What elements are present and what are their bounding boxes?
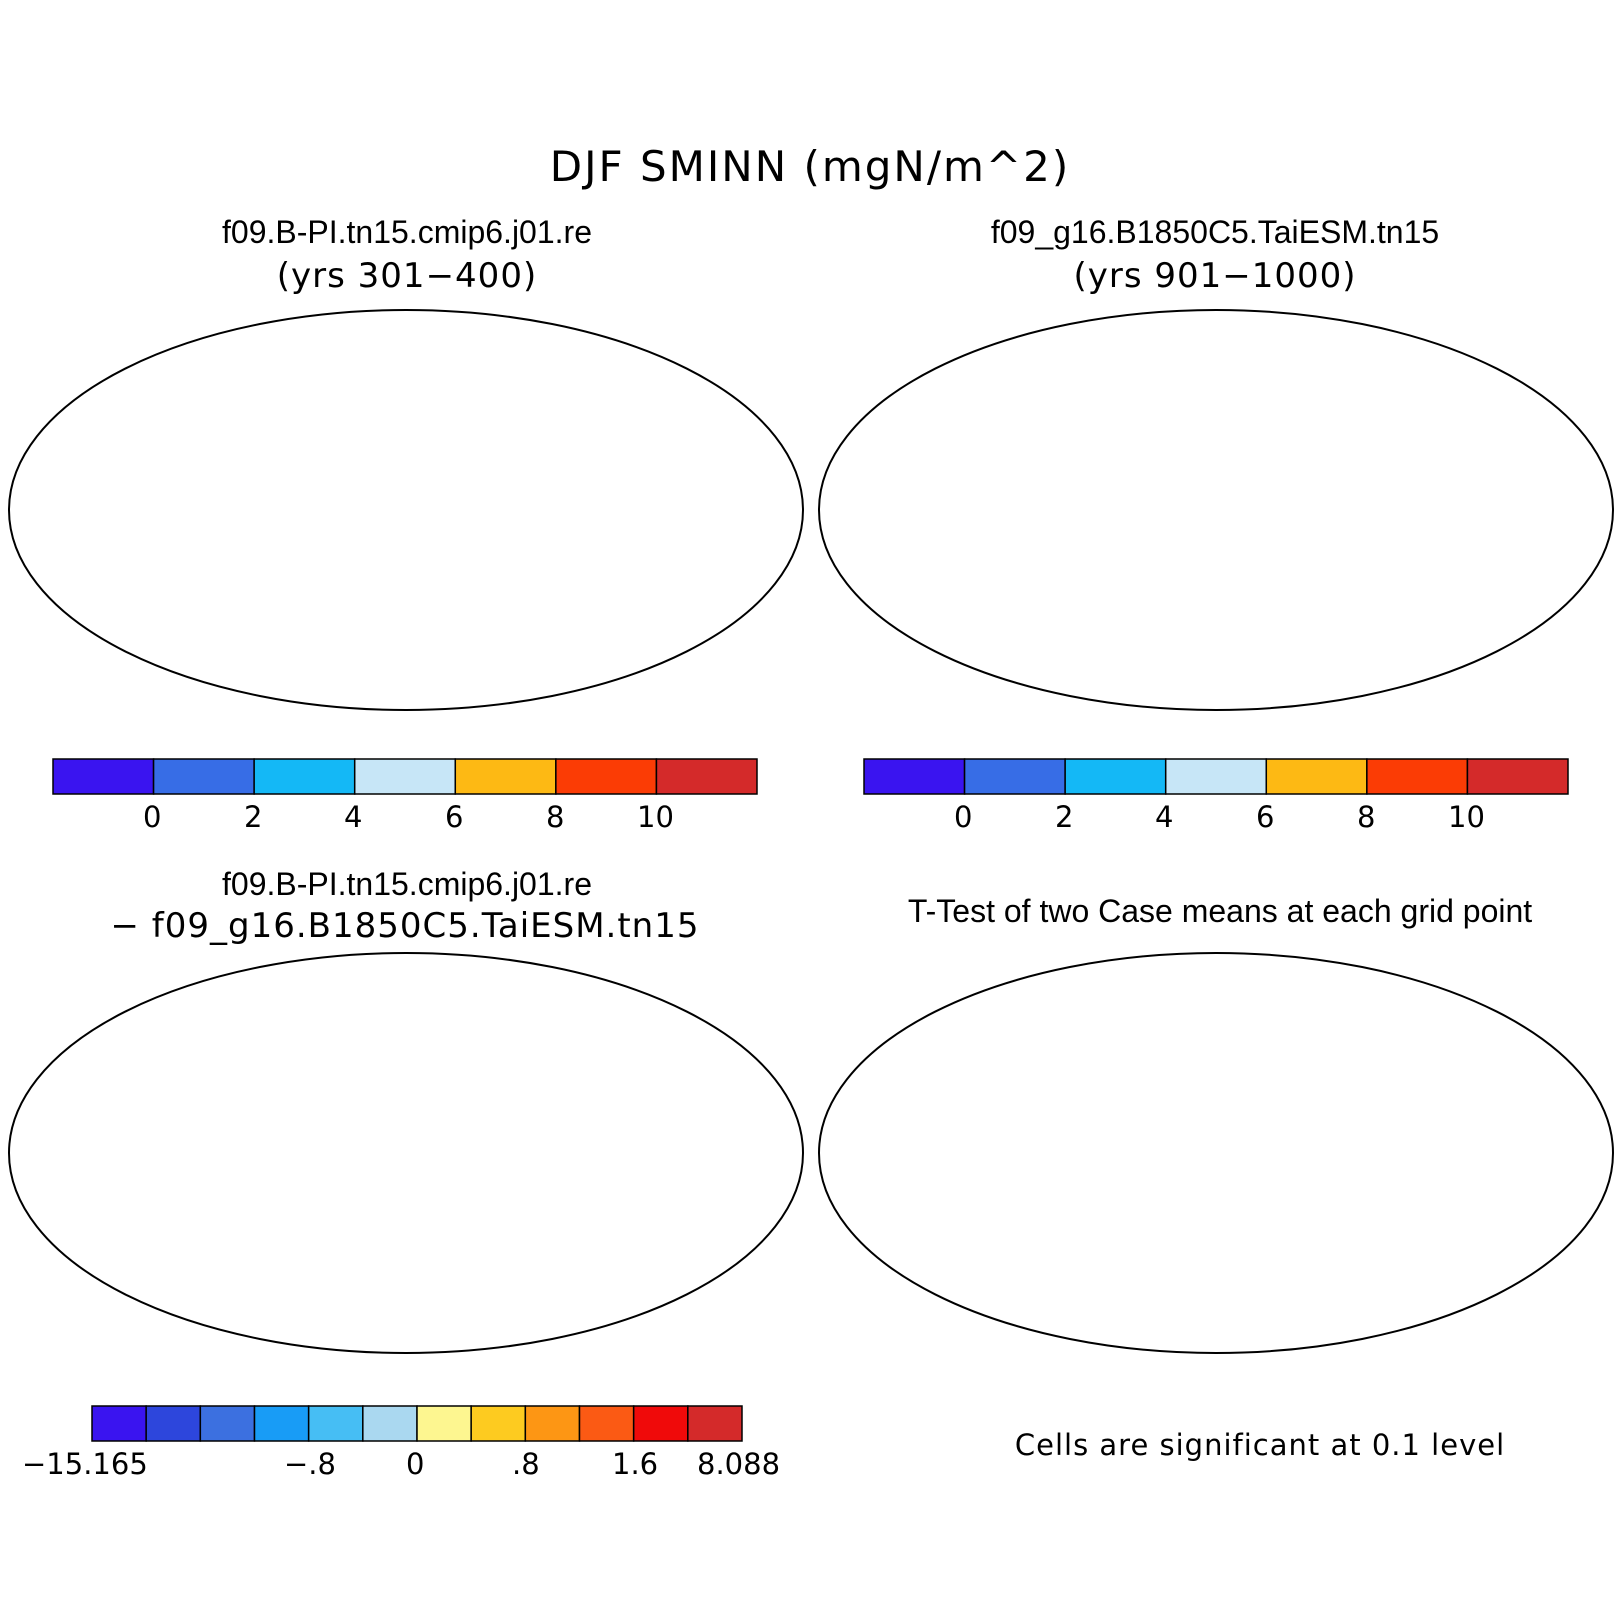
cbar-tl-swatch-6 <box>655 758 758 795</box>
cbar-diff-swatch-1 <box>145 1405 202 1442</box>
panel-title-bottom-left: f09.B-PI.tn15.cmip6.j01.re <box>222 866 592 902</box>
land-europe <box>381 315 496 400</box>
cbar-tr-label-6: 6 <box>1256 800 1275 834</box>
significance-note: Cells are significant at 0.1 level <box>1014 1428 1506 1462</box>
map-bottom-left <box>8 948 804 1354</box>
map-boundary <box>818 309 1614 711</box>
cbar-tr-swatch-3 <box>1164 758 1268 795</box>
land-australia <box>1426 1178 1526 1248</box>
cbar-diff-swatch-2 <box>199 1405 256 1442</box>
land-africa <box>356 1058 506 1233</box>
cbar-diff-swatch-3 <box>253 1405 310 1442</box>
cbar-diff-label-max: 8.088 <box>697 1447 781 1481</box>
map-boundary <box>8 309 804 711</box>
colorbar-top-right <box>863 758 1569 795</box>
cbar-tl-label-6: 6 <box>445 800 464 834</box>
cbar-tr-swatch-1 <box>963 758 1066 795</box>
cbar-tr-label-0: 0 <box>954 800 973 834</box>
land-north-america <box>106 963 346 1143</box>
land-southeast-asia <box>566 1118 716 1168</box>
cbar-tl-label-0: 0 <box>143 800 162 834</box>
cbar-tl-swatch-3 <box>353 758 457 795</box>
cbar-diff-swatch-7 <box>470 1405 527 1442</box>
cbar-tl-label-8: 8 <box>546 800 565 834</box>
cbar-diff-swatch-0 <box>91 1405 147 1442</box>
land-asia <box>1256 305 1506 480</box>
cbar-tr-label-2: 2 <box>1055 800 1074 834</box>
land-southeast-asia <box>1376 1118 1526 1168</box>
land-south-america <box>1016 470 1126 620</box>
land-europe <box>1191 315 1306 400</box>
cbar-tr-label-4: 4 <box>1155 800 1174 834</box>
cbar-tl-swatch-2 <box>253 758 356 795</box>
map-boundary <box>818 952 1614 1354</box>
cbar-diff-swatch-10 <box>632 1405 689 1442</box>
cbar-tr-label-10: 10 <box>1448 800 1485 834</box>
land-europe <box>1191 958 1306 1043</box>
cbar-tl-label-2: 2 <box>244 800 263 834</box>
land-africa <box>356 415 506 590</box>
land-australia <box>616 535 716 605</box>
colorbar-difference <box>91 1405 743 1442</box>
cbar-diff-label-min: −15.165 <box>22 1447 148 1481</box>
panel-subtitle-top-right: (yrs 901−1000) <box>1073 256 1357 296</box>
land-north-america <box>916 320 1156 500</box>
figure-title: DJF SMINN (mgN/m^2) <box>549 142 1071 191</box>
land-north-america <box>916 963 1156 1143</box>
map-top-right <box>818 305 1614 711</box>
cbar-diff-swatch-11 <box>687 1405 743 1442</box>
cbar-diff-swatch-9 <box>578 1405 635 1442</box>
cbar-tl-swatch-5 <box>555 758 658 795</box>
cbar-tl-swatch-4 <box>454 758 557 795</box>
land-europe <box>381 958 496 1043</box>
land-south-america <box>206 1113 316 1263</box>
land-asia <box>446 305 696 480</box>
land-australia <box>1426 535 1526 605</box>
cbar-tr-swatch-4 <box>1265 758 1368 795</box>
map-top-left <box>8 305 804 711</box>
panel-title-bottom-right: T-Test of two Case means at each grid po… <box>907 893 1533 929</box>
panel-subtitle-bottom-left: − f09_g16.B1850C5.TaiESM.tn15 <box>110 906 700 946</box>
cbar-tr-swatch-5 <box>1366 758 1469 795</box>
cbar-tr-swatch-2 <box>1064 758 1167 795</box>
cbar-diff-swatch-4 <box>307 1405 364 1442</box>
cbar-diff-swatch-6 <box>416 1405 472 1442</box>
cbar-tr-label-8: 8 <box>1357 800 1376 834</box>
cbar-diff-swatch-8 <box>524 1405 581 1442</box>
land-southeast-asia <box>1376 475 1526 525</box>
cbar-tl-swatch-0 <box>52 758 155 795</box>
cbar-diff-label-0: 0 <box>406 1447 425 1481</box>
cbar-tr-swatch-6 <box>1466 758 1569 795</box>
land-southeast-asia <box>566 475 716 525</box>
land-south-america <box>206 470 316 620</box>
land-australia <box>616 1178 716 1248</box>
map-bottom-right <box>818 948 1614 1354</box>
cbar-tr-swatch-0 <box>863 758 966 795</box>
land-africa <box>1166 1058 1316 1233</box>
panel-title-top-right: f09_g16.B1850C5.TaiESM.tn15 <box>990 214 1440 250</box>
panel-title-top-left: f09.B-PI.tn15.cmip6.j01.re <box>222 214 592 250</box>
colorbar-top-left <box>52 758 758 795</box>
land-asia <box>1256 948 1506 1123</box>
cbar-diff-label-16: 1.6 <box>612 1447 659 1481</box>
cbar-tl-swatch-1 <box>152 758 255 795</box>
cbar-diff-swatch-5 <box>362 1405 418 1442</box>
panel-subtitle-top-left: (yrs 301−400) <box>276 256 538 296</box>
land-asia <box>446 948 696 1123</box>
cbar-diff-label-neg08: −.8 <box>284 1447 336 1481</box>
cbar-tl-label-10: 10 <box>637 800 674 834</box>
cbar-diff-label-08: .8 <box>512 1447 540 1481</box>
map-boundary <box>8 952 804 1354</box>
cbar-tl-label-4: 4 <box>344 800 363 834</box>
land-north-america <box>106 320 346 500</box>
land-africa <box>1166 415 1316 590</box>
land-south-america <box>1016 1113 1126 1263</box>
